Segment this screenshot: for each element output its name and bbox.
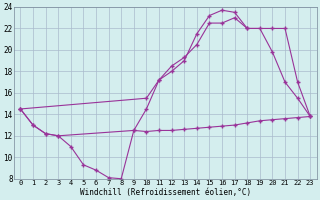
X-axis label: Windchill (Refroidissement éolien,°C): Windchill (Refroidissement éolien,°C) [80,188,251,197]
